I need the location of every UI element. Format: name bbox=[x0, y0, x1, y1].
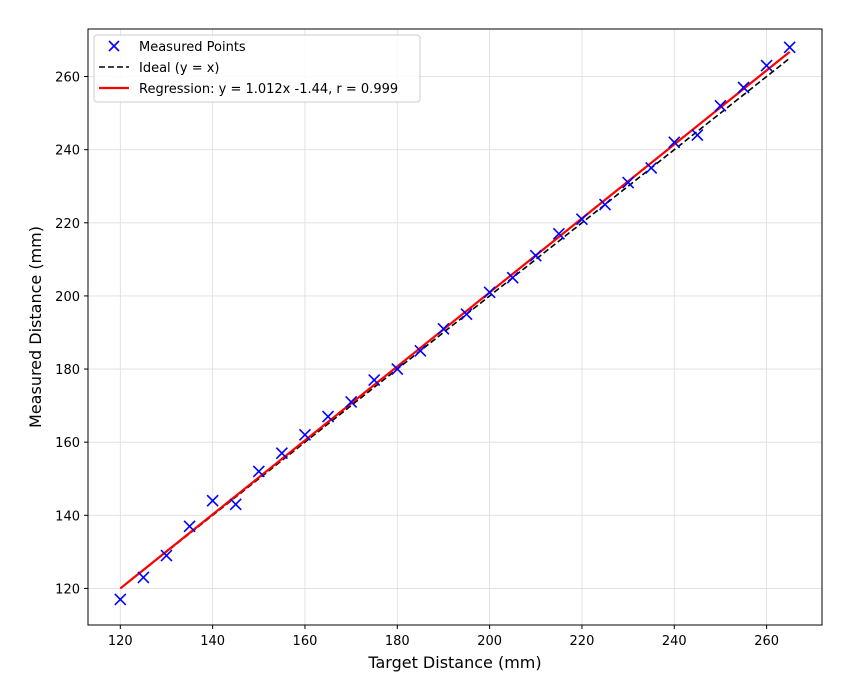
x-axis-ticks: 120 140 160 180 200 220 240 260 bbox=[108, 625, 779, 649]
y-tick-label: 240 bbox=[55, 144, 80, 159]
measured-point bbox=[552, 227, 565, 240]
x-tick-label: 120 bbox=[108, 634, 133, 649]
x-tick-label: 220 bbox=[570, 634, 595, 649]
measured-point bbox=[529, 249, 542, 262]
y-tick-label: 140 bbox=[55, 509, 80, 524]
y-axis-label: Measured Distance (mm) bbox=[26, 226, 45, 428]
legend-box bbox=[93, 34, 421, 103]
y-tick-label: 220 bbox=[55, 217, 80, 232]
measured-point bbox=[598, 198, 612, 211]
measured-point bbox=[321, 410, 335, 423]
measured-point bbox=[506, 271, 519, 284]
y-axis-ticks: 120 140 160 180 200 220 240 260 bbox=[55, 71, 88, 597]
measured-point bbox=[391, 362, 404, 376]
plot-frame bbox=[87, 28, 823, 626]
measured-point bbox=[622, 176, 635, 189]
measured-point bbox=[414, 344, 427, 357]
measured-point bbox=[345, 395, 358, 409]
y-tick-label: 120 bbox=[55, 582, 80, 597]
measured-point bbox=[483, 286, 496, 299]
measured-point bbox=[575, 213, 589, 226]
measured-point bbox=[229, 498, 242, 511]
y-tick-label: 200 bbox=[55, 290, 80, 305]
x-tick-label: 140 bbox=[200, 634, 225, 649]
measured-point bbox=[645, 161, 658, 175]
measured-point bbox=[437, 322, 450, 335]
legend: Measured Points Ideal (y = x) Regression… bbox=[93, 34, 421, 103]
grid bbox=[88, 29, 822, 625]
measured-point bbox=[183, 520, 196, 533]
plot-area: 120 140 160 180 200 220 240 260 120 140 160 180 200… bbox=[55, 28, 823, 649]
measured-point bbox=[160, 549, 173, 562]
measured-point bbox=[114, 593, 127, 606]
y-tick-label: 160 bbox=[55, 436, 80, 451]
legend-marker-measured-points bbox=[108, 40, 120, 52]
measured-point bbox=[783, 41, 796, 54]
measured-point bbox=[137, 571, 150, 584]
measured-point bbox=[668, 136, 681, 149]
measured-point bbox=[691, 128, 704, 142]
legend-label-measured-points: Measured Points bbox=[139, 40, 246, 55]
measured-point bbox=[737, 81, 750, 94]
y-tick-label: 180 bbox=[55, 363, 80, 378]
x-tick-label: 160 bbox=[293, 634, 318, 649]
plot-background bbox=[88, 29, 822, 625]
measured-point bbox=[368, 373, 381, 387]
measured-point bbox=[298, 428, 312, 441]
measured-point bbox=[460, 308, 473, 321]
legend-label-ideal: Ideal (y = x) bbox=[139, 61, 219, 76]
x-axis-label: Target Distance (mm) bbox=[367, 653, 541, 672]
x-tick-label: 240 bbox=[662, 634, 687, 649]
regression-line bbox=[119, 51, 791, 590]
x-tick-label: 180 bbox=[385, 634, 410, 649]
x-tick-label: 200 bbox=[477, 634, 502, 649]
measured-point bbox=[206, 494, 219, 507]
y-tick-label: 260 bbox=[55, 71, 80, 86]
measured-point bbox=[760, 59, 773, 72]
measured-point bbox=[275, 447, 288, 460]
measured-point bbox=[252, 465, 265, 478]
measured-point bbox=[714, 99, 727, 112]
legend-label-regression: Regression: y = 1.012x -1.44, r = 0.999 bbox=[139, 82, 398, 97]
x-tick-label: 260 bbox=[754, 634, 779, 649]
series-layer bbox=[114, 41, 796, 606]
